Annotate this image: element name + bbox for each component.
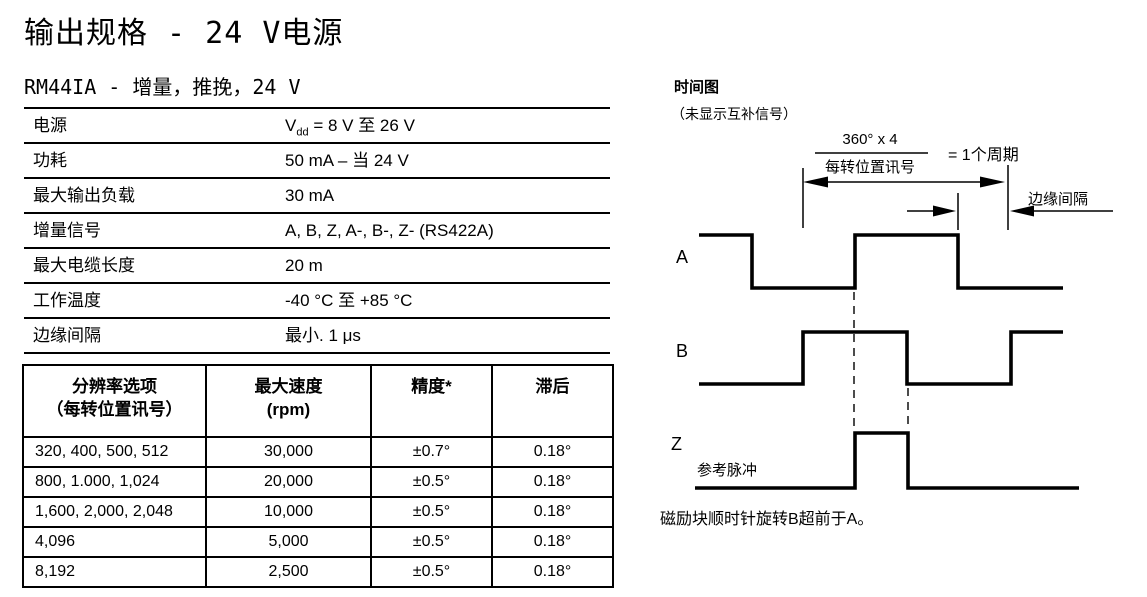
table-row: 800, 1.000, 1,024 20,000 ±0.5° 0.18° — [22, 466, 614, 498]
spec-label: 边缘间隔 — [33, 326, 101, 345]
reference-pulse-caption: 参考脉冲 — [697, 462, 758, 479]
table-row: 8,192 2,500 ±0.5° 0.18° — [22, 556, 614, 588]
cell-hysteresis: 0.18° — [491, 436, 614, 468]
header-line1: 精度* — [411, 377, 452, 396]
cell-resolution: 8,192 — [22, 556, 207, 588]
col-header-accuracy: 精度* — [370, 364, 493, 438]
cell-resolution: 1,600, 2,000, 2,048 — [22, 496, 207, 528]
spec-row-edge-separation: 边缘间隔 最小. 1 μs — [24, 317, 610, 352]
spec-value: -40 °C 至 +85 °C — [285, 291, 413, 310]
cycle-fraction-denominator: 每转位置讯号 — [824, 159, 915, 176]
table-row: 1,600, 2,000, 2,048 10,000 ±0.5° 0.18° — [22, 496, 614, 528]
table-row: 4,096 5,000 ±0.5° 0.18° — [22, 526, 614, 558]
vdd-subscript: dd — [296, 126, 309, 139]
cell-max-speed: 30,000 — [205, 436, 372, 468]
one-cycle-label: = 1个周期 — [948, 147, 1019, 164]
signal-a-waveform — [699, 233, 1063, 290]
header-line1: 分辨率选项 — [72, 377, 157, 396]
header-line2: (rpm) — [266, 400, 311, 419]
signal-b-waveform — [699, 330, 1063, 386]
spec-value: 最小. 1 μs — [285, 326, 361, 345]
cell-hysteresis: 0.18° — [491, 496, 614, 528]
spec-label: 增量信号 — [33, 221, 101, 240]
spec-row-operating-temperature: 工作温度 -40 °C 至 +85 °C — [24, 282, 610, 317]
spec-value: 30 mA — [285, 186, 335, 205]
vdd-range: = 8 V 至 26 V — [308, 116, 415, 135]
cell-hysteresis: 0.18° — [491, 526, 614, 558]
arrowhead-right-icon — [980, 176, 1005, 188]
col-header-max-speed: 最大速度 (rpm) — [205, 364, 372, 438]
cell-hysteresis: 0.18° — [491, 556, 614, 588]
signal-b-label: B — [676, 341, 689, 361]
spec-row-max-output-load: 最大输出负载 30 mA — [24, 177, 610, 212]
product-subtitle: RM44IA - 增量，推挽，24 V — [24, 75, 301, 99]
spec-row-consumption: 功耗 50 mA – 当 24 V — [24, 142, 610, 177]
spec-label: 工作温度 — [33, 291, 101, 310]
arrowhead-left-icon — [803, 176, 828, 188]
timing-title: 时间图 — [674, 79, 720, 96]
rotation-direction-note: 磁励块顺时针旋转B超前于A。 — [660, 511, 874, 528]
signal-a-label: A — [676, 247, 689, 267]
edge-separation-label: 边缘间隔 — [1028, 191, 1089, 208]
timing-waveform-figure — [695, 152, 1113, 490]
vdd-symbol: V — [285, 116, 297, 135]
col-header-resolution: 分辨率选项 （每转位置讯号） — [22, 364, 207, 438]
cell-accuracy: ±0.5° — [370, 466, 493, 498]
cell-max-speed: 20,000 — [205, 466, 372, 498]
resolution-table: 分辨率选项 （每转位置讯号） 最大速度 (rpm) 精度* 滞后 320, 40… — [22, 364, 614, 588]
cell-resolution: 4,096 — [22, 526, 207, 558]
cell-accuracy: ±0.5° — [370, 496, 493, 528]
cell-hysteresis: 0.18° — [491, 466, 614, 498]
arrowhead-right-icon — [933, 205, 956, 217]
signal-z-waveform — [695, 431, 1079, 490]
cell-resolution: 320, 400, 500, 512 — [22, 436, 207, 468]
spec-label: 最大输出负载 — [33, 186, 135, 205]
resolution-table-header-row: 分辨率选项 （每转位置讯号） 最大速度 (rpm) 精度* 滞后 — [22, 364, 614, 438]
spec-list: 电源 Vdd = 8 V 至 26 V 功耗 50 mA – 当 24 V 最大… — [24, 107, 610, 354]
spec-row-max-cable-length: 最大电缆长度 20 m — [24, 247, 610, 282]
spec-value: 50 mA – 当 24 V — [285, 151, 409, 170]
arrowhead-left-icon — [1010, 205, 1034, 217]
header-line1: 滞后 — [535, 377, 570, 396]
spec-value: Vdd = 8 V 至 26 V — [285, 109, 415, 149]
timing-subtitle: （未显示互补信号） — [671, 106, 797, 122]
cell-max-speed: 10,000 — [205, 496, 372, 528]
spec-label: 功耗 — [33, 151, 67, 170]
cycle-fraction-numerator: 360° x 4 — [842, 131, 898, 148]
table-row: 320, 400, 500, 512 30,000 ±0.7° 0.18° — [22, 436, 614, 468]
spec-value: 20 m — [285, 256, 323, 275]
spec-row-power: 电源 Vdd = 8 V 至 26 V — [24, 107, 610, 142]
spec-label: 最大电缆长度 — [33, 256, 135, 275]
header-line2: （每转位置讯号） — [46, 400, 183, 419]
spec-row-incremental-signals: 增量信号 A, B, Z, A-, B-, Z- (RS422A) — [24, 212, 610, 247]
page-title: 输出规格 - 24 V电源 — [24, 16, 344, 51]
cell-accuracy: ±0.5° — [370, 556, 493, 588]
col-header-hysteresis: 滞后 — [491, 364, 614, 438]
cell-max-speed: 2,500 — [205, 556, 372, 588]
cell-accuracy: ±0.7° — [370, 436, 493, 468]
cell-max-speed: 5,000 — [205, 526, 372, 558]
header-line1: 最大速度 — [254, 377, 323, 396]
cell-accuracy: ±0.5° — [370, 526, 493, 558]
cell-resolution: 800, 1.000, 1,024 — [22, 466, 207, 498]
spec-label: 电源 — [33, 116, 67, 135]
signal-z-label: Z — [671, 434, 682, 454]
spec-value: A, B, Z, A-, B-, Z- (RS422A) — [285, 221, 494, 240]
